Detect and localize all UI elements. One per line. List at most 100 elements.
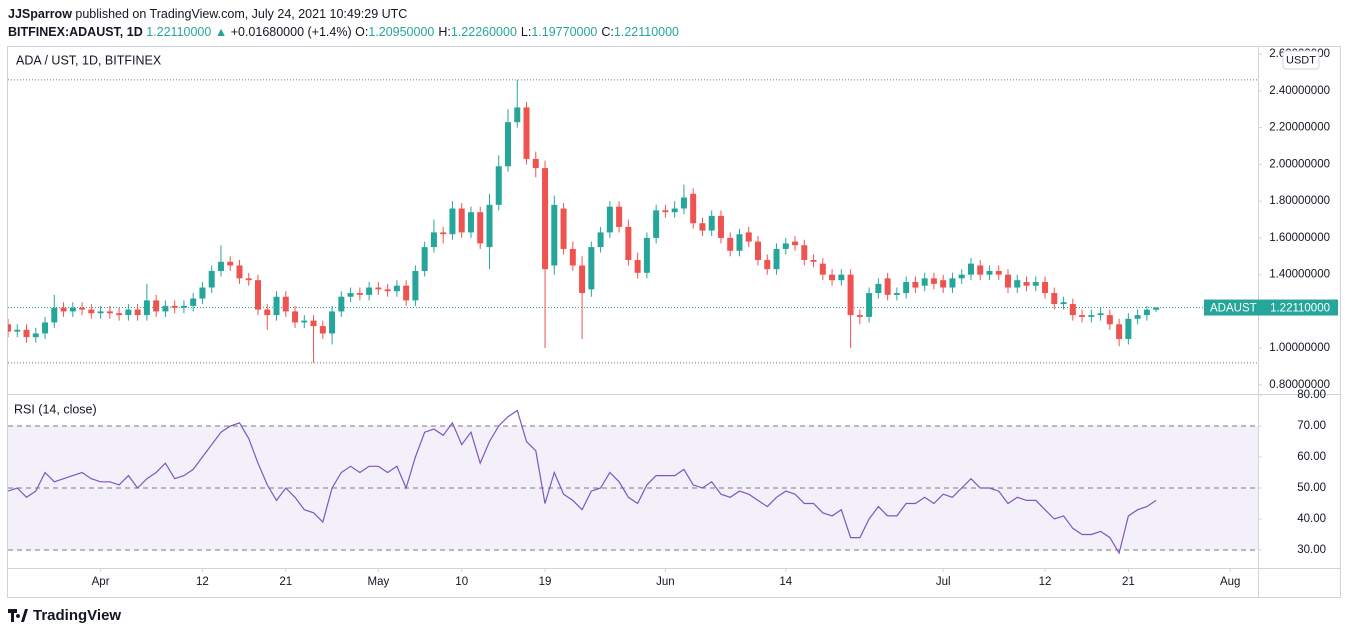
candle-body <box>856 315 863 317</box>
candle-body <box>801 245 808 260</box>
candle-body <box>384 289 391 292</box>
ohlc-key: L: <box>520 25 532 39</box>
candle-body <box>467 212 474 233</box>
candle-body <box>606 206 613 233</box>
candle-body <box>1106 315 1113 325</box>
candle-body <box>255 280 261 310</box>
candle-body <box>1060 302 1067 305</box>
candle-body <box>1079 315 1086 317</box>
candle-body <box>69 307 76 312</box>
candle-body <box>1143 309 1150 316</box>
y-tick-label: 1.60000000 <box>1269 232 1330 244</box>
ohlc-value: 1.19770000 <box>531 25 598 39</box>
candle-body <box>977 265 984 275</box>
x-tick-label: 10 <box>455 576 468 588</box>
candle-body <box>458 208 465 233</box>
candle-body <box>958 274 965 279</box>
candle-body <box>616 206 623 227</box>
candle-body <box>912 282 919 288</box>
candle-body <box>190 298 197 306</box>
chart-title: ADA / UST, 1D, BITFINEX <box>16 53 162 67</box>
quote-line: BITFINEX:ADAUST, 1D 1.22110000 ▲ +0.0168… <box>8 23 683 41</box>
unit-box <box>1282 50 1320 70</box>
candle-body <box>134 309 141 316</box>
candle-body <box>1014 280 1021 288</box>
candle-body <box>782 243 789 249</box>
price-tag-value: 1.22110000 <box>1270 303 1330 315</box>
candle-body <box>282 296 289 312</box>
candle-body <box>514 107 521 123</box>
symbol: BITFINEX:ADAUST, 1D <box>8 25 143 39</box>
candle-body <box>986 270 993 275</box>
x-tick-label: Apr <box>92 576 110 588</box>
candle-body <box>1116 324 1123 339</box>
candle-body <box>764 259 771 270</box>
candle-body <box>106 311 113 314</box>
candle-body <box>662 210 669 213</box>
candle-body <box>588 247 595 290</box>
candle-body <box>1023 282 1030 286</box>
rsi-y-tick-label: 70.00 <box>1297 420 1326 432</box>
candle-body <box>1134 315 1141 319</box>
candle-body <box>717 215 724 238</box>
candle-body <box>551 204 558 266</box>
candle-body <box>227 261 234 266</box>
published: published on TradingView.com, July 24, 2… <box>75 7 408 21</box>
candle-body <box>329 311 336 334</box>
candle-body <box>375 287 382 290</box>
candle-body <box>1125 318 1132 339</box>
candle-body <box>14 329 21 332</box>
candle-body <box>838 274 845 281</box>
candle-body <box>690 193 697 224</box>
ohlc-key: H: <box>438 25 451 39</box>
y-tick-label: 0.80000000 <box>1269 379 1330 391</box>
rsi-y-tick-label: 40.00 <box>1297 513 1326 525</box>
candle-body <box>727 237 734 251</box>
candle-body <box>125 309 132 316</box>
candle-body <box>643 237 650 273</box>
ohlc-key: C: <box>601 25 614 39</box>
ohlc-key: O: <box>355 25 369 39</box>
candle-body <box>180 305 187 308</box>
rsi-y-tick-label: 80.00 <box>1297 389 1326 401</box>
candle-body <box>1032 282 1039 286</box>
candle-body <box>403 285 410 301</box>
candle-body <box>745 232 752 242</box>
candle-body <box>421 247 428 271</box>
candle-body <box>477 212 484 244</box>
y-tick-label: 2.40000000 <box>1269 85 1330 97</box>
candle-body <box>560 208 567 249</box>
candle-body <box>143 300 150 316</box>
candle-body <box>653 210 660 238</box>
candle-body <box>440 232 447 235</box>
candle-body <box>153 300 160 312</box>
candle-body <box>792 241 799 246</box>
frame <box>7 46 1341 598</box>
change: +0.01680000 (+1.4%) <box>230 25 352 39</box>
price-tag <box>1204 299 1338 316</box>
candle-body <box>597 232 604 248</box>
candle-body <box>301 320 308 323</box>
ohlc-value: 1.22260000 <box>450 25 517 39</box>
candle-body <box>505 122 511 167</box>
up-arrow: ▲ <box>214 25 228 39</box>
candle-body <box>88 309 95 314</box>
candle-body <box>292 311 299 323</box>
candle-body <box>967 263 974 275</box>
ohlc-value: 1.22110000 <box>613 25 680 39</box>
candle-body <box>393 285 400 292</box>
candle-body <box>810 259 817 262</box>
header: JJSparrow published on TradingView.com, … <box>8 5 683 41</box>
candle-body <box>949 278 956 288</box>
candle-body <box>347 293 354 297</box>
candle-body <box>884 278 891 295</box>
candle-body <box>486 204 493 248</box>
candle-body <box>569 248 576 266</box>
candle-body <box>708 215 715 231</box>
candle-body <box>51 307 58 323</box>
candle-body <box>829 274 836 281</box>
candle-body <box>208 270 215 288</box>
candle-body <box>523 107 530 159</box>
ohlc: O:1.20950000 H:1.22260000 L:1.19770000 C:1.… <box>355 25 683 39</box>
